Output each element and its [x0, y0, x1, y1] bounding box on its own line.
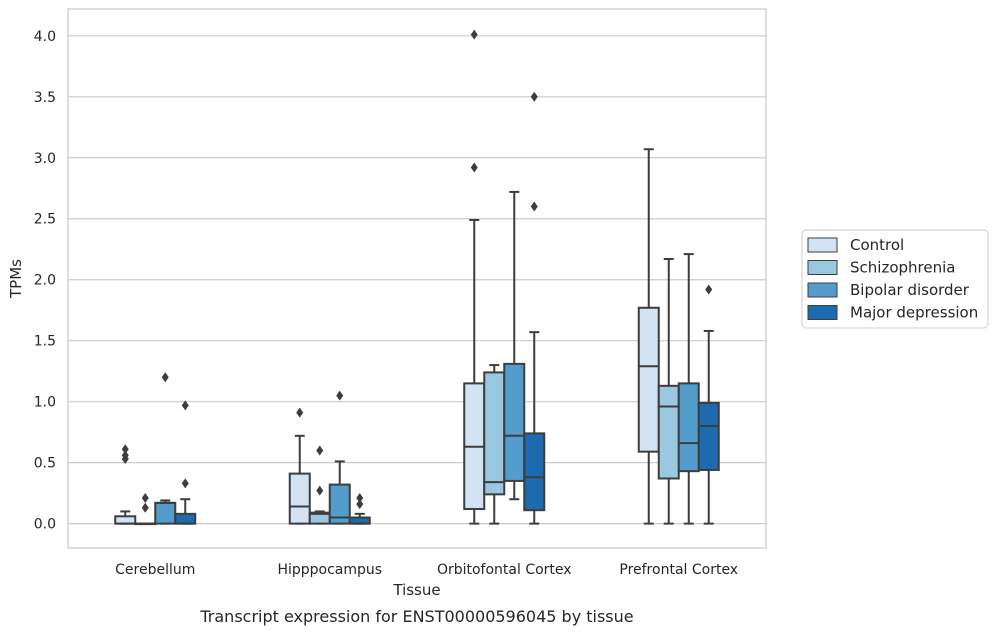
outlier-point — [336, 390, 344, 401]
outlier-point — [121, 450, 129, 461]
outlier-point — [356, 499, 364, 510]
legend-swatch — [807, 282, 838, 298]
box-control — [463, 29, 486, 525]
y-tick-labels: 0.0 0.5 1.0 1.5 2.0 2.5 3.0 3.5 4.0 — [34, 29, 56, 533]
outlier-point — [356, 493, 364, 504]
x-tick-labels: Cerebellum Hipppocampus Orbitofontal Corte… — [115, 562, 738, 578]
box-body — [677, 382, 700, 473]
outlier-point — [121, 444, 129, 455]
outlier-point — [470, 29, 478, 40]
legend-swatch — [807, 260, 838, 275]
outlier-point — [316, 485, 324, 496]
outlier-point — [296, 407, 304, 418]
chart-caption: Transcript expression for ENST0000059604… — [199, 607, 633, 626]
x-tick-label: Prefrontal Cortex — [619, 562, 738, 578]
box-bipolar-disorder — [677, 253, 700, 525]
box-control — [114, 444, 137, 525]
box-body — [114, 515, 137, 525]
box-body — [697, 401, 720, 471]
box-major-depression — [348, 493, 371, 525]
outlier-point — [470, 162, 478, 173]
x-axis-title: Tissue — [392, 581, 440, 599]
y-tick-label: 1.5 — [34, 334, 56, 350]
legend-label: Schizophrenia — [850, 259, 955, 277]
box-body — [657, 384, 680, 480]
box-major-depression — [174, 400, 197, 525]
box-body — [154, 501, 177, 525]
box-bipolar-disorder — [154, 372, 177, 525]
y-axis-title: TPMs — [7, 259, 25, 299]
x-tick-label: Hipppocampus — [277, 562, 382, 578]
outlier-point — [316, 445, 324, 456]
box-schizophrenia — [308, 445, 331, 525]
y-tick-label: 4.0 — [34, 29, 56, 45]
y-tick-label: 3.5 — [34, 90, 56, 106]
box-control — [637, 148, 660, 525]
box-schizophrenia — [483, 364, 506, 525]
box-control — [288, 407, 311, 525]
box-body — [523, 432, 546, 512]
legend-label: Major depression — [850, 304, 978, 322]
y-tick-label: 0.5 — [34, 456, 56, 472]
box-major-depression — [697, 284, 720, 525]
y-tick-label: 0.0 — [34, 517, 56, 533]
y-tick-label: 2.0 — [34, 273, 56, 289]
box-series — [114, 29, 720, 526]
box-body — [174, 512, 197, 525]
legend-swatch — [807, 237, 838, 253]
box-bipolar-disorder — [503, 190, 526, 501]
box-bipolar-disorder — [328, 390, 351, 525]
box-body — [483, 371, 506, 496]
outlier-point — [530, 201, 538, 212]
legend-label: Bipolar disorder — [850, 281, 970, 299]
y-tick-label: 1.0 — [34, 395, 56, 411]
outlier-point — [141, 502, 149, 513]
outlier-point — [181, 478, 189, 489]
plot-frame — [67, 8, 767, 549]
box-body — [328, 483, 351, 525]
x-tick-label: Cerebellum — [115, 562, 195, 578]
outlier-point — [530, 91, 538, 102]
box-body — [288, 472, 311, 525]
outlier-point — [705, 284, 713, 295]
outlier-point — [181, 400, 189, 411]
box-body — [503, 362, 526, 482]
y-tick-label: 2.5 — [34, 212, 56, 228]
box-body — [637, 306, 660, 453]
legend-swatch — [807, 305, 838, 320]
box-schizophrenia — [134, 493, 157, 526]
outlier-point — [161, 372, 169, 383]
legend: Control Schizophrenia Bipolar disorder Majo… — [801, 229, 989, 329]
box-schizophrenia — [657, 257, 680, 525]
x-tick-label: Orbitofontal Cortex — [437, 562, 572, 578]
outlier-point — [141, 493, 149, 504]
y-tick-label: 3.0 — [34, 151, 56, 167]
legend-frame — [801, 229, 989, 329]
box-major-depression — [523, 91, 546, 525]
legend-label: Control — [850, 236, 904, 254]
